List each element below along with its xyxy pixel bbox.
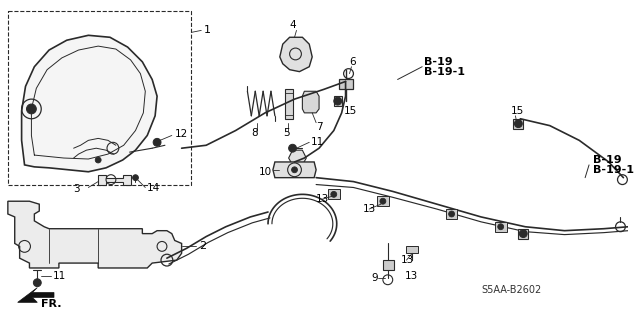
Text: S5AA-B2602: S5AA-B2602 bbox=[481, 285, 541, 294]
Text: 5: 5 bbox=[283, 129, 289, 138]
Text: B-19-1: B-19-1 bbox=[424, 67, 465, 77]
Polygon shape bbox=[285, 89, 292, 119]
Circle shape bbox=[519, 230, 527, 238]
Polygon shape bbox=[328, 189, 340, 199]
Polygon shape bbox=[513, 119, 524, 129]
Text: 4: 4 bbox=[289, 19, 296, 30]
Circle shape bbox=[331, 191, 337, 197]
Text: 3: 3 bbox=[74, 184, 80, 195]
Polygon shape bbox=[18, 288, 54, 302]
Polygon shape bbox=[383, 260, 394, 270]
Text: 13: 13 bbox=[364, 204, 376, 214]
Polygon shape bbox=[273, 162, 316, 178]
Circle shape bbox=[33, 279, 41, 287]
Circle shape bbox=[449, 211, 454, 217]
Text: B-19: B-19 bbox=[424, 57, 452, 67]
Polygon shape bbox=[280, 37, 312, 72]
Circle shape bbox=[380, 198, 386, 204]
Polygon shape bbox=[339, 79, 353, 89]
Circle shape bbox=[95, 157, 101, 163]
Text: 13: 13 bbox=[401, 255, 414, 265]
Polygon shape bbox=[445, 209, 458, 219]
Polygon shape bbox=[377, 196, 388, 206]
Text: 7: 7 bbox=[316, 122, 323, 132]
Text: 2: 2 bbox=[199, 241, 207, 251]
Polygon shape bbox=[518, 229, 528, 239]
Circle shape bbox=[515, 120, 522, 128]
Text: 13: 13 bbox=[316, 194, 330, 204]
Polygon shape bbox=[98, 175, 131, 184]
Text: 10: 10 bbox=[259, 167, 272, 177]
Polygon shape bbox=[8, 201, 182, 268]
Circle shape bbox=[153, 138, 161, 146]
Circle shape bbox=[292, 167, 298, 173]
Text: 6: 6 bbox=[349, 57, 356, 67]
Text: B-19-1: B-19-1 bbox=[593, 165, 634, 175]
Text: 15: 15 bbox=[511, 106, 524, 116]
Bar bbox=[8, 11, 191, 184]
Polygon shape bbox=[289, 150, 307, 165]
Text: 12: 12 bbox=[175, 130, 188, 139]
Circle shape bbox=[498, 224, 504, 230]
Polygon shape bbox=[406, 246, 418, 253]
Text: 15: 15 bbox=[344, 106, 357, 116]
Circle shape bbox=[132, 175, 138, 181]
Polygon shape bbox=[495, 222, 507, 232]
Text: 9: 9 bbox=[371, 273, 378, 283]
Circle shape bbox=[26, 104, 36, 114]
Text: 13: 13 bbox=[404, 271, 418, 281]
Text: B-19: B-19 bbox=[593, 155, 621, 165]
Polygon shape bbox=[302, 91, 319, 113]
Circle shape bbox=[289, 144, 296, 152]
Text: 11: 11 bbox=[53, 271, 67, 281]
Text: 11: 11 bbox=[311, 137, 324, 147]
Text: FR.: FR. bbox=[41, 299, 61, 309]
Polygon shape bbox=[22, 35, 157, 172]
Text: 14: 14 bbox=[147, 183, 161, 193]
Polygon shape bbox=[334, 96, 342, 106]
Circle shape bbox=[334, 97, 342, 105]
Text: 1: 1 bbox=[204, 26, 211, 35]
Text: 8: 8 bbox=[252, 129, 258, 138]
